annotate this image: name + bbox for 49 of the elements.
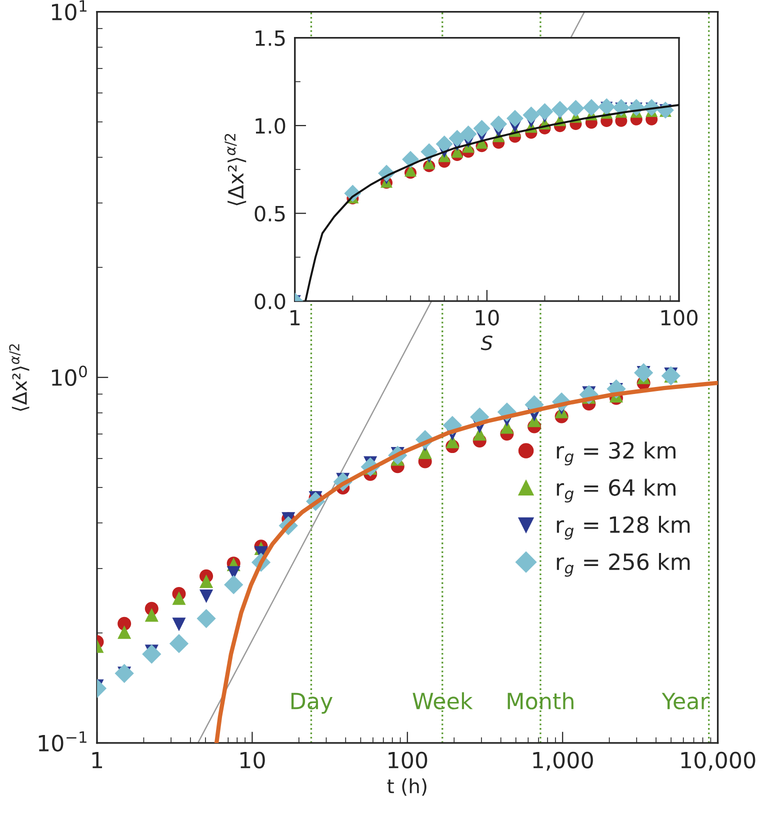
x-tick-label: 100 [661,310,698,326]
point [196,608,216,628]
y-tick-label: 10$^{0}$ [52,366,87,386]
legend-label: r$_{g}$ = 128 km [556,516,690,540]
y-tick-label: 1.0 [256,118,286,134]
ref-line-label: Month [508,692,574,710]
x-tick-label: 10 [240,752,265,769]
ref-line-label: Day [291,692,332,714]
point [144,608,158,622]
x-axis-title: t (h) [387,778,426,796]
x-tick-label: 100 [388,752,428,769]
point [598,98,616,116]
legend-label: r$_{g}$ = 64 km [556,478,676,503]
point [612,98,630,116]
y-tick-label: 0.5 [254,206,285,222]
y-axis-title: ⟨Δx²⟩$^{α/2}$ [224,134,246,206]
ref-line-label: Year [662,692,709,710]
y-tick-label: 10$^{1}$ [52,0,87,20]
point [490,115,508,132]
x-axis-title: S [480,336,492,350]
point [142,644,162,664]
x-tick-label: 10,000 [681,752,756,771]
y-tick-label: 10$^{−1}$ [38,731,86,752]
point [551,100,568,118]
point [522,106,540,124]
x-tick-label: 1,000 [533,752,593,771]
y-tick-label: 1.5 [256,30,285,46]
ref-line-label: Week [412,692,473,710]
point [118,625,132,639]
point [169,634,189,654]
point [634,363,654,382]
point [172,618,186,632]
point [200,574,214,588]
y-tick-label: 0.0 [254,294,286,310]
y-axis-title: ⟨Δx²⟩$^{α/2}$ [9,344,30,411]
point [200,589,214,603]
x-tick-label: 1 [92,752,102,768]
point [460,125,477,142]
point [536,103,554,120]
x-tick-label: 1 [290,310,300,326]
legend-label: r$_{g}$ = 256 km [556,552,690,577]
point [172,591,186,605]
point [567,100,584,117]
point [224,575,244,594]
point [582,98,600,116]
point [114,664,134,683]
legend-label: r$_{g}$ = 32 km [556,442,676,466]
x-tick-label: 10 [476,310,499,326]
point [506,110,524,127]
